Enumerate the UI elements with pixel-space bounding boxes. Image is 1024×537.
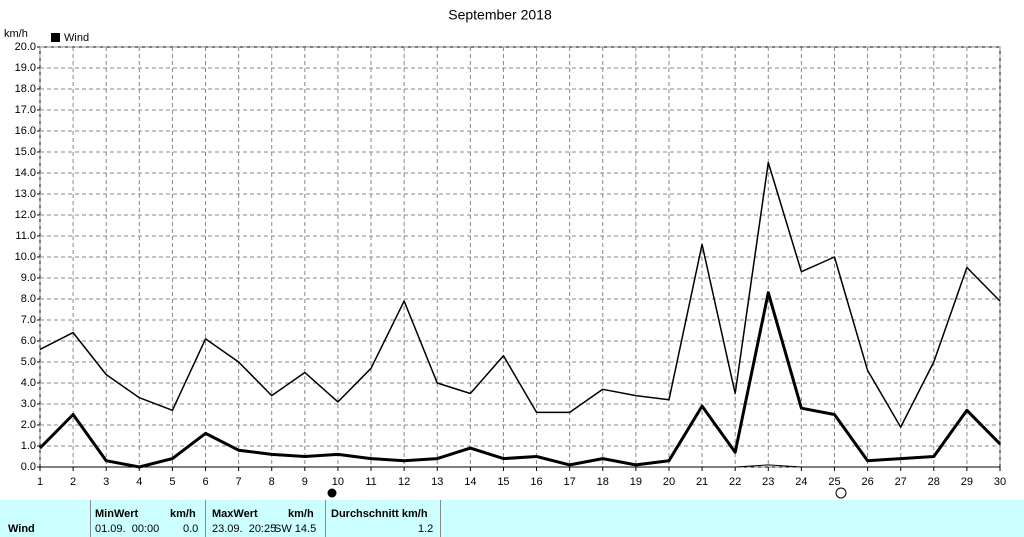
y-tick-label: 11.0 <box>15 230 36 242</box>
x-tick-label: 20 <box>663 476 675 488</box>
y-tick-label: 2.0 <box>21 419 36 431</box>
y-tick-label: 20.0 <box>15 41 36 53</box>
y-tick-label: 1.0 <box>21 440 36 452</box>
x-tick-label: 10 <box>332 476 344 488</box>
x-tick-label: 13 <box>431 476 443 488</box>
x-tick-label: 9 <box>302 476 308 488</box>
x-tick-label: 1 <box>37 476 43 488</box>
x-tick-label: 12 <box>398 476 410 488</box>
y-tick-label: 12.0 <box>15 209 36 221</box>
x-tick-label: 2 <box>70 476 76 488</box>
value: 1.2 <box>418 523 434 535</box>
x-tick-label: 24 <box>795 476 807 488</box>
y-tick-label: 7.0 <box>21 314 36 326</box>
moon-new <box>835 487 847 499</box>
y-tick-label: 13.0 <box>15 188 36 200</box>
time: 01.09. 00:00 <box>95 523 160 535</box>
time: 23.09. 20:25 <box>212 523 277 535</box>
x-tick-label: 4 <box>136 476 142 488</box>
x-tick-label: 15 <box>497 476 509 488</box>
unit: km/h <box>288 508 314 520</box>
x-tick-label: 8 <box>269 476 275 488</box>
separator <box>325 500 326 537</box>
x-tick-label: 14 <box>464 476 476 488</box>
x-tick-label: 5 <box>169 476 175 488</box>
header: MaxWert <box>212 508 258 520</box>
y-axis-label: km/h <box>4 28 28 40</box>
y-tick-label: 3.0 <box>21 398 36 410</box>
y-tick-label: 19.0 <box>15 62 36 74</box>
x-tick-label: 21 <box>696 476 708 488</box>
chart: September 2018 km/h Wind 0.0 1.0 2.0 3.0 4.0… <box>4 7 1006 499</box>
x-tick-label: 30 <box>994 476 1006 488</box>
x-tick-label: 19 <box>630 476 642 488</box>
y-tick-label: 17.0 <box>15 104 36 116</box>
legend-label: Wind <box>64 32 89 44</box>
unit: km/h <box>170 508 196 520</box>
series-line <box>40 464 1000 468</box>
y-tick-label: 9.0 <box>21 272 36 284</box>
row-label: Wind <box>8 523 35 535</box>
y-tick-label: 15.0 <box>15 146 36 158</box>
x-tick-label: 22 <box>729 476 741 488</box>
x-tick-label: 11 <box>365 476 376 488</box>
x-tick-label: 7 <box>236 476 242 488</box>
legend-swatch <box>51 33 60 42</box>
x-tick-label: 6 <box>202 476 208 488</box>
series-line <box>38 291 1002 469</box>
summary-table: Wind MinWert km/h 01.09. 00:00 0.0 MaxWe… <box>0 500 1024 537</box>
x-tick-label: 16 <box>530 476 542 488</box>
x-tick-label: 23 <box>762 476 774 488</box>
y-tick-label: 8.0 <box>21 293 36 305</box>
header: MinWert <box>95 508 139 520</box>
separator <box>90 500 91 537</box>
y-tick-label: 4.0 <box>21 377 36 389</box>
x-tick-label: 17 <box>564 476 576 488</box>
x-tick-label: 26 <box>861 476 873 488</box>
header: Durchschnitt km/h <box>331 508 428 520</box>
y-tick-label: 6.0 <box>21 335 36 347</box>
y-tick-label: 18.0 <box>15 83 36 95</box>
value: 0.0 <box>183 523 199 535</box>
x-tick-label: 3 <box>103 476 109 488</box>
x-tick-label: 27 <box>895 476 907 488</box>
separator <box>440 500 441 537</box>
moon-full <box>327 488 337 498</box>
y-tick-label: 5.0 <box>21 356 36 368</box>
y-tick-label: 16.0 <box>15 125 36 137</box>
separator <box>205 500 206 537</box>
y-tick-label: 0.0 <box>21 461 36 473</box>
x-tick-label: 28 <box>928 476 940 488</box>
value: SW 14.5 <box>274 523 317 535</box>
x-tick-label: 29 <box>961 476 973 488</box>
x-tick-label: 18 <box>597 476 609 488</box>
x-tick-label: 25 <box>828 476 840 488</box>
y-tick-label: 10.0 <box>15 251 36 263</box>
y-tick-label: 14.0 <box>15 167 36 179</box>
chart-title: September 2018 <box>448 7 552 23</box>
series-line <box>39 161 1001 428</box>
